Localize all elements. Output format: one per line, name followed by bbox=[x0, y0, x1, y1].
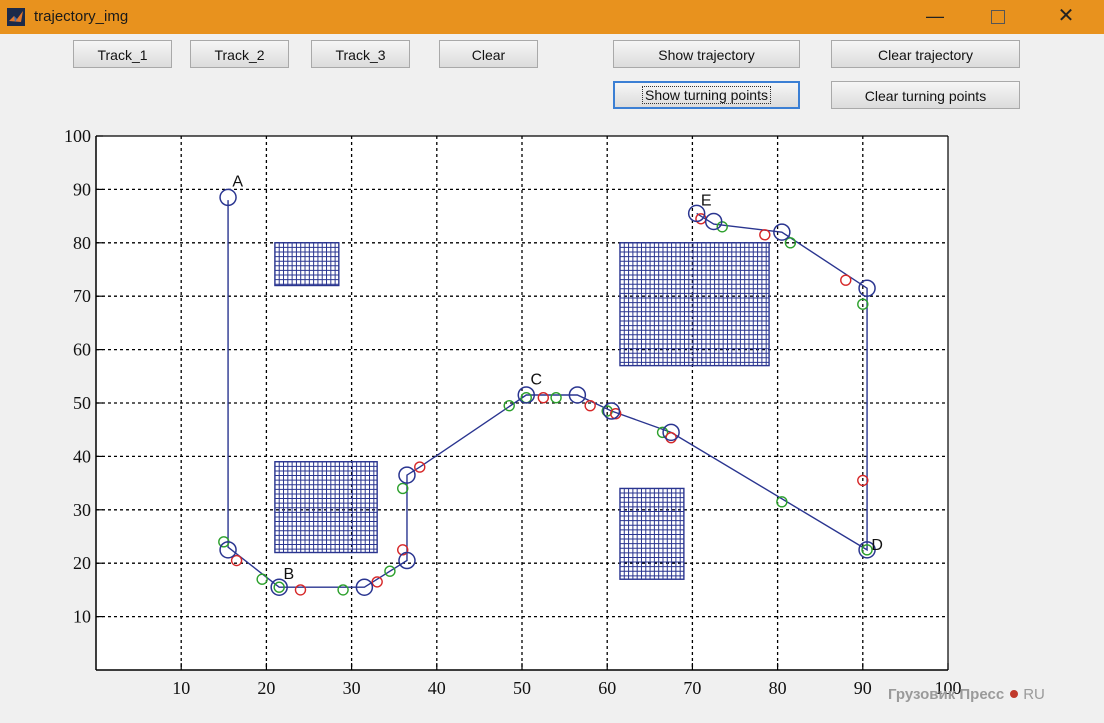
track-2-button[interactable]: Track_2 bbox=[190, 40, 289, 68]
x-tick-label: 80 bbox=[769, 678, 787, 698]
turning-point bbox=[398, 551, 416, 570]
green-point bbox=[503, 399, 515, 412]
y-tick-label: 50 bbox=[73, 393, 91, 413]
turning-point bbox=[704, 212, 723, 231]
green-point bbox=[776, 496, 788, 508]
green-point bbox=[861, 544, 873, 556]
obstacle bbox=[619, 242, 770, 367]
x-tick-label: 40 bbox=[428, 678, 446, 698]
turning-point bbox=[858, 541, 876, 559]
watermark-text: Грузовик Пресс bbox=[888, 686, 1005, 703]
x-tick-label: 50 bbox=[513, 678, 531, 698]
window-title: trajectory_img bbox=[34, 8, 129, 25]
y-tick-label: 70 bbox=[73, 286, 91, 306]
green-point bbox=[384, 565, 396, 577]
turning-point bbox=[517, 386, 536, 404]
y-tick-label: 80 bbox=[73, 233, 91, 253]
green-point bbox=[857, 298, 869, 310]
point-label: E bbox=[701, 192, 712, 209]
close-button[interactable]: ✕ bbox=[1057, 5, 1075, 27]
obstacle bbox=[274, 461, 378, 554]
green-point bbox=[397, 482, 409, 495]
turning-point bbox=[687, 204, 706, 223]
red-point bbox=[840, 274, 852, 286]
turning-point bbox=[662, 423, 680, 442]
green-point bbox=[273, 581, 285, 593]
red-point bbox=[610, 407, 622, 420]
green-point bbox=[256, 573, 268, 585]
red-point bbox=[371, 576, 383, 588]
red-point bbox=[759, 229, 771, 241]
clear-button[interactable]: Clear bbox=[439, 40, 538, 68]
watermark-suffix: RU bbox=[1023, 686, 1045, 703]
turning-point bbox=[858, 279, 876, 297]
turning-point bbox=[398, 466, 416, 484]
turning-point bbox=[568, 386, 587, 404]
maximize-icon bbox=[991, 10, 1005, 24]
turning-point bbox=[270, 578, 288, 596]
y-tick-label: 90 bbox=[73, 179, 91, 199]
obstacle bbox=[619, 487, 685, 580]
title-bar: trajectory_img — ✕ bbox=[0, 0, 1104, 34]
x-tick-label: 20 bbox=[257, 678, 275, 698]
point-label: D bbox=[871, 537, 883, 554]
red-point bbox=[857, 474, 869, 487]
green-point bbox=[337, 584, 349, 596]
y-tick-label: 60 bbox=[73, 340, 91, 360]
turning-point bbox=[355, 578, 374, 596]
turning-point bbox=[219, 541, 237, 559]
red-point bbox=[294, 584, 307, 596]
red-point bbox=[397, 544, 409, 556]
green-point bbox=[656, 426, 669, 439]
turning-point bbox=[773, 223, 791, 241]
y-tick-label: 100 bbox=[64, 126, 91, 146]
x-tick-label: 100 bbox=[935, 678, 962, 698]
minimize-button[interactable]: — bbox=[926, 6, 944, 26]
y-tick-label: 20 bbox=[73, 553, 91, 573]
track-3-button[interactable]: Track_3 bbox=[311, 40, 410, 68]
obstacle bbox=[274, 242, 340, 287]
x-tick-label: 90 bbox=[854, 678, 872, 698]
show-turning-points-button[interactable]: Show turning points bbox=[613, 81, 800, 109]
red-point bbox=[537, 391, 549, 404]
point-label: B bbox=[283, 566, 294, 583]
red-point bbox=[584, 399, 596, 412]
matlab-icon bbox=[7, 8, 25, 26]
turning-point bbox=[602, 402, 621, 420]
watermark: Грузовик Пресс RU bbox=[888, 686, 1045, 703]
show-trajectory-button[interactable]: Show trajectory bbox=[613, 40, 800, 68]
turning-point bbox=[219, 188, 237, 207]
x-tick-label: 30 bbox=[343, 678, 361, 698]
green-point bbox=[784, 237, 797, 249]
green-point bbox=[550, 391, 562, 404]
y-tick-label: 10 bbox=[73, 607, 91, 627]
red-point bbox=[414, 461, 426, 473]
clear-turning-points-button[interactable]: Clear turning points bbox=[831, 81, 1020, 109]
track-1-button[interactable]: Track_1 bbox=[73, 40, 172, 68]
maximize-button[interactable] bbox=[975, 0, 1021, 34]
watermark-dot bbox=[1010, 690, 1019, 698]
y-tick-label: 30 bbox=[73, 500, 91, 520]
point-label: A bbox=[232, 174, 243, 191]
show-turning-points-label: Show turning points bbox=[642, 86, 771, 104]
red-point bbox=[230, 554, 243, 567]
clear-trajectory-button[interactable]: Clear trajectory bbox=[831, 40, 1020, 68]
x-tick-label: 70 bbox=[683, 678, 701, 698]
y-tick-label: 40 bbox=[73, 446, 91, 466]
x-tick-label: 10 bbox=[172, 678, 190, 698]
x-tick-label: 60 bbox=[598, 678, 616, 698]
point-label: C bbox=[531, 371, 543, 388]
